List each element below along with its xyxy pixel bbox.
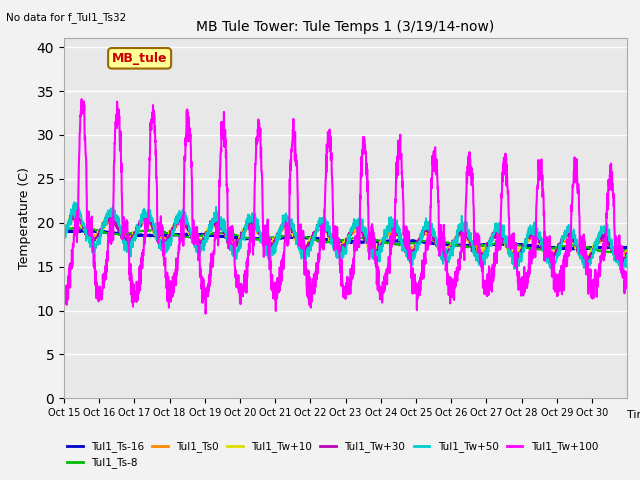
Legend: Tul1_Ts-16, Tul1_Ts-8, Tul1_Ts0, Tul1_Tw+10, Tul1_Tw+30, Tul1_Tw+50, Tul1_Tw+100: Tul1_Ts-16, Tul1_Ts-8, Tul1_Ts0, Tul1_Tw… [63, 437, 602, 472]
Title: MB Tule Tower: Tule Temps 1 (3/19/14-now): MB Tule Tower: Tule Temps 1 (3/19/14-now… [196, 21, 495, 35]
Y-axis label: Temperature (C): Temperature (C) [18, 168, 31, 269]
Text: MB_tule: MB_tule [112, 52, 168, 65]
Text: Time: Time [627, 410, 640, 420]
Text: No data for f_Tul1_Ts32: No data for f_Tul1_Ts32 [6, 12, 127, 23]
